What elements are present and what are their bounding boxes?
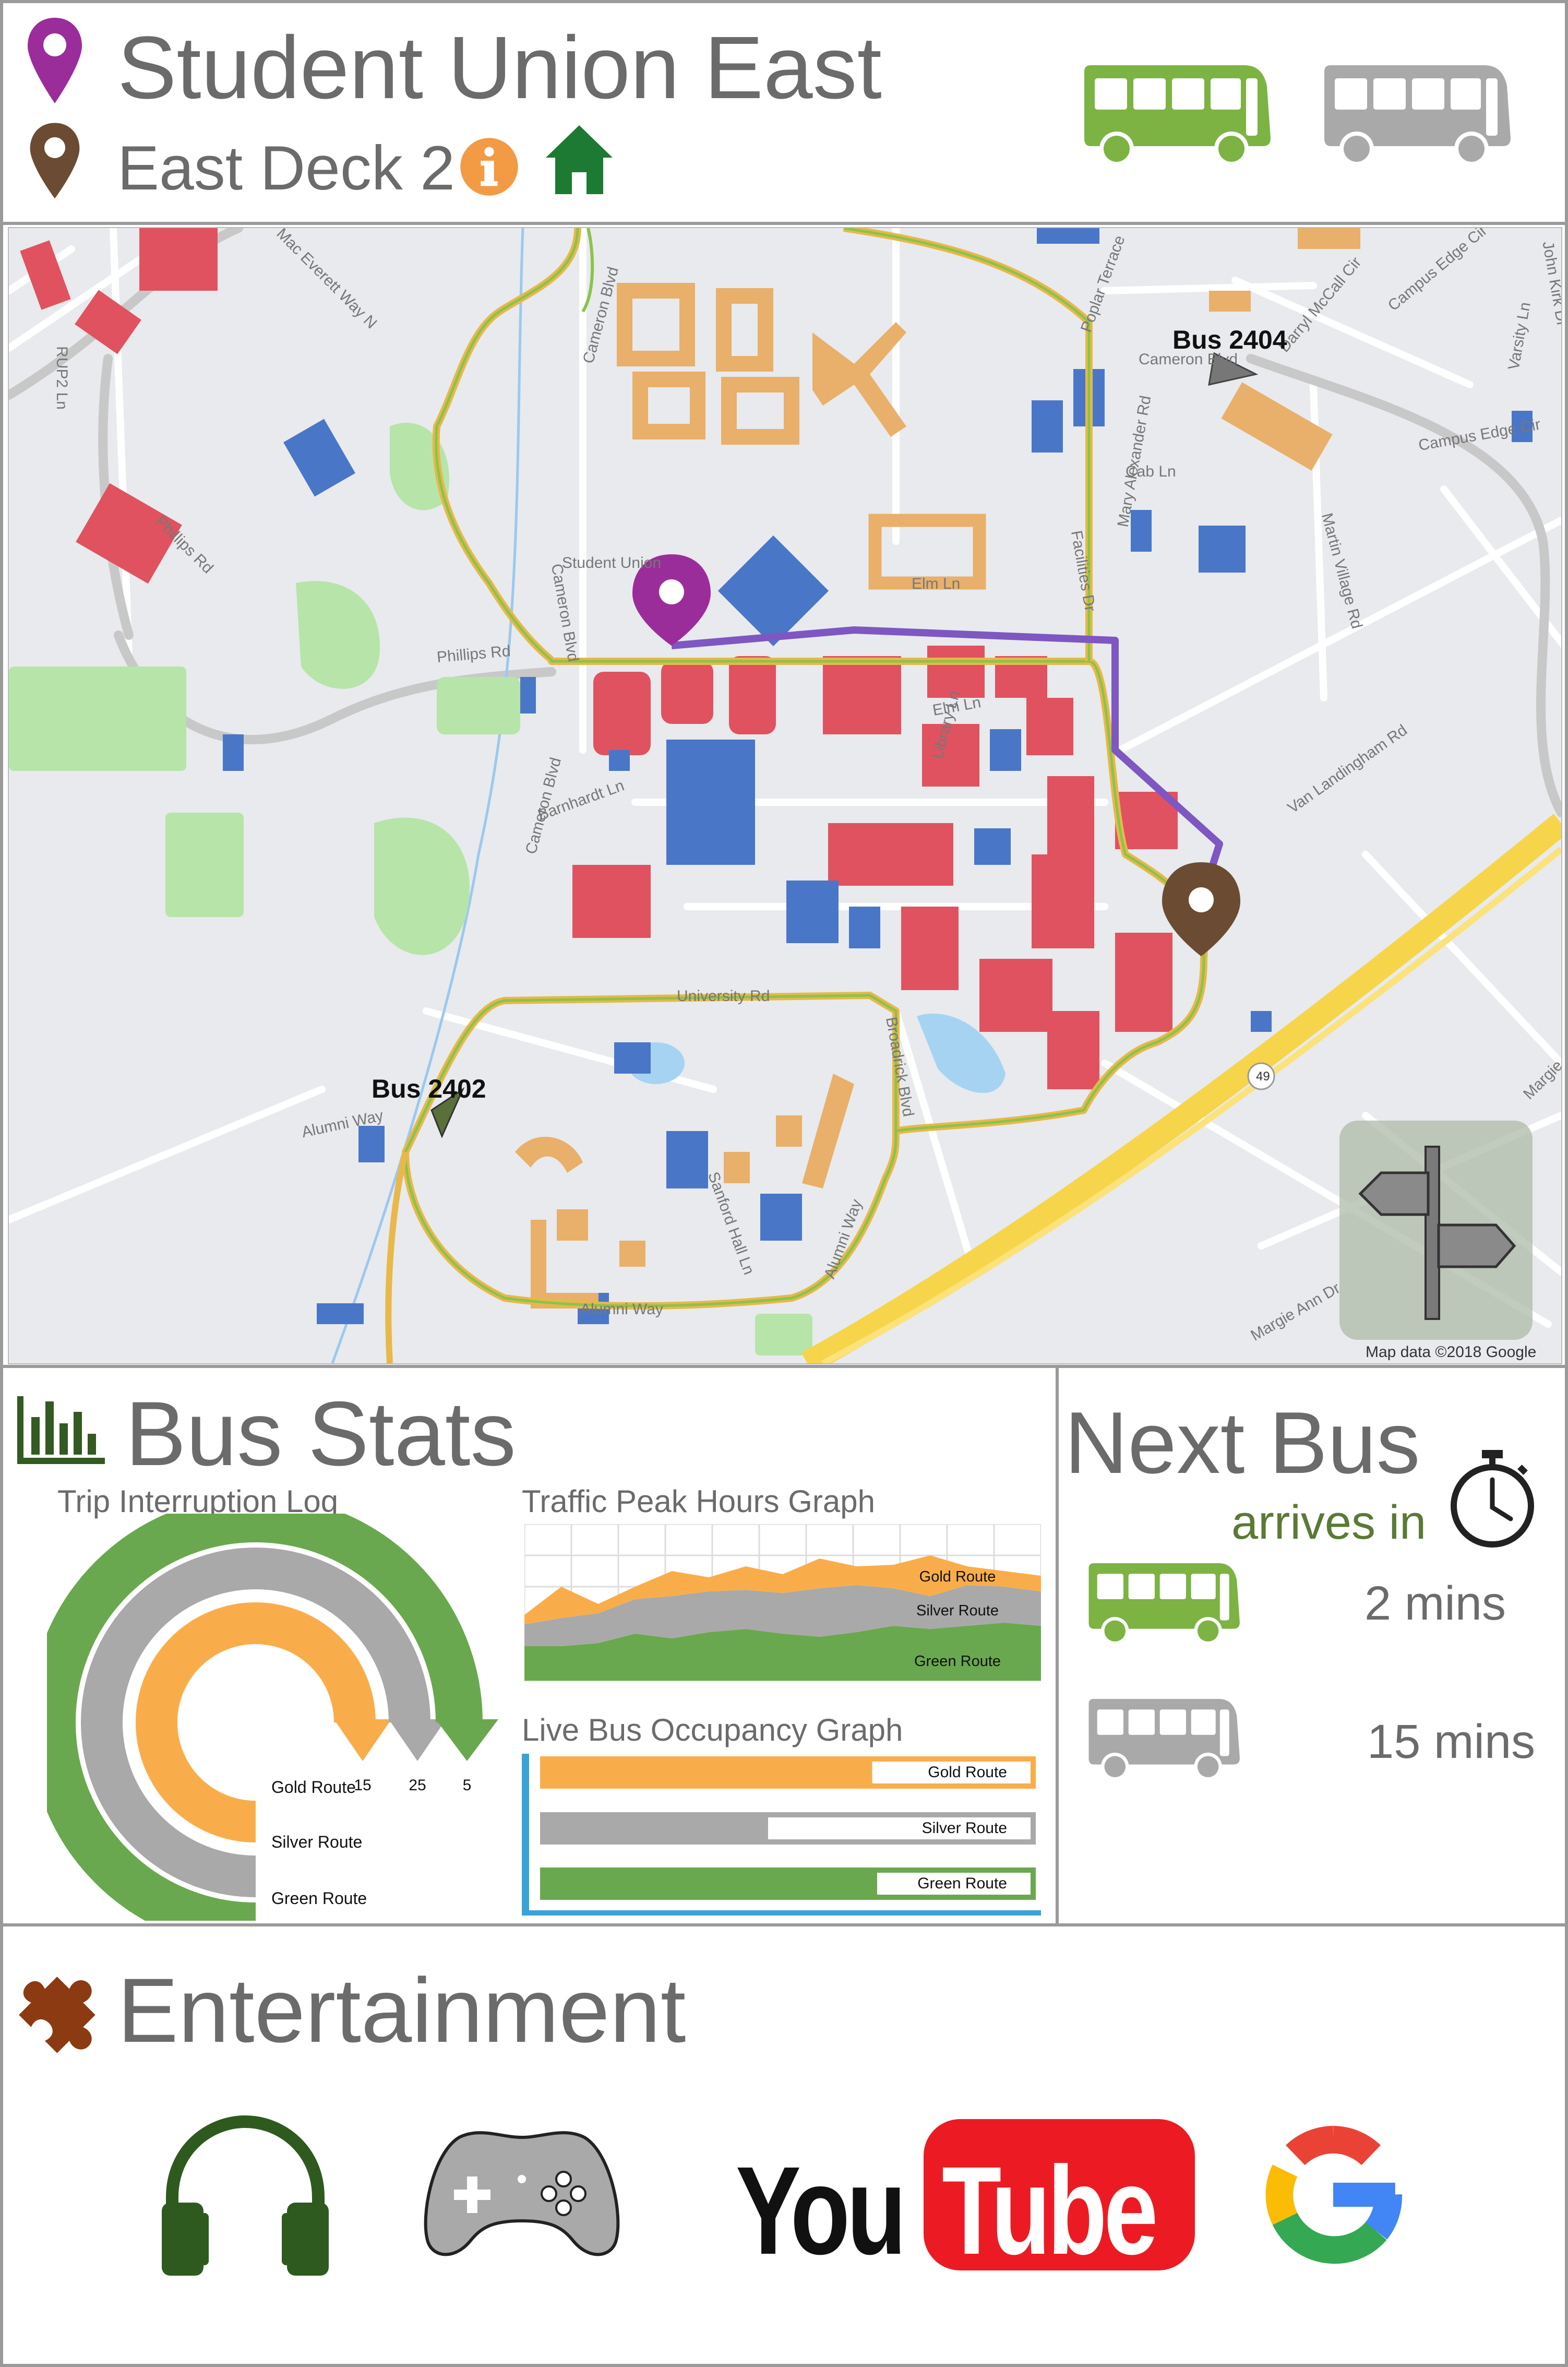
next-bus-subtitle: arrives in — [1231, 1496, 1427, 1549]
youtube-logo[interactable]: You Tube — [736, 2119, 1195, 2280]
stats-divider — [1056, 1365, 1059, 1926]
next-bus-title: Next Bus — [1064, 1394, 1420, 1492]
occupancy-bar-remaining — [877, 1873, 1031, 1895]
road-label: Elm Ln — [912, 575, 961, 592]
traffic-peak-chart: Green Route Silver Route Gold Route — [524, 1524, 1041, 1682]
next-silver-bus-icon — [1088, 1699, 1240, 1781]
stats-bottom-divider — [3, 1923, 1565, 1926]
occupancy-bar-label: Green Route — [917, 1875, 1007, 1892]
radial-bar-value: 5 — [463, 1777, 472, 1794]
youtube-you-text: You — [736, 2140, 906, 2280]
bus-2402-marker[interactable] — [430, 1087, 465, 1138]
occupancy-axis — [522, 1910, 1041, 1916]
bus-stats-title: Bus Stats — [125, 1383, 516, 1485]
radial-bar-value: 25 — [409, 1777, 426, 1794]
occupancy-bar-label: Silver Route — [922, 1819, 1007, 1837]
traffic-peak-title: Traffic Peak Hours Graph — [522, 1484, 875, 1519]
directions-button[interactable] — [1339, 1121, 1533, 1340]
radial-bar-value: 15 — [354, 1777, 371, 1794]
destination-name: Student Union East — [117, 18, 882, 117]
occupancy-title: Live Bus Occupancy Graph — [522, 1712, 903, 1747]
headphones-icon[interactable] — [151, 2109, 339, 2281]
origin-name: East Deck 2 — [117, 133, 455, 203]
radial-bar — [47, 1514, 483, 1921]
bus-2402-label[interactable]: Bus 2402 — [372, 1074, 486, 1103]
road-label: RUP2 Ln — [53, 346, 70, 410]
radial-bar-arrow — [389, 1719, 446, 1761]
info-icon[interactable] — [459, 137, 519, 197]
radial-bar-label: Green Route — [271, 1889, 367, 1908]
destination-pin-icon — [28, 18, 82, 103]
map-origin-pin-icon — [1162, 862, 1240, 956]
road-label: Cameron Blvd — [1139, 351, 1238, 368]
map-divider — [3, 1365, 1565, 1368]
occupancy-bar-remaining — [872, 1762, 1031, 1783]
radial-bar-arrow — [334, 1719, 391, 1761]
entertainment-title: Entertainment — [117, 1960, 686, 2062]
trip-interruption-title: Trip Interruption Log — [57, 1484, 339, 1519]
road-label: Cab Ln — [1126, 463, 1176, 480]
header-divider — [3, 222, 1565, 225]
radial-bar — [136, 1602, 376, 1842]
map-canvas — [9, 228, 1561, 1363]
area-series-label: Gold Route — [919, 1568, 996, 1585]
occupancy-axis — [522, 1754, 529, 1916]
green-bus-eta: 2 mins — [1364, 1577, 1506, 1630]
area-series — [524, 1623, 1041, 1681]
puzzle-piece-icon — [19, 1977, 95, 2053]
area-series-label: Green Route — [914, 1653, 1001, 1670]
map-attribution: Map data ©2018 Google — [1366, 1343, 1537, 1361]
area-series — [524, 1555, 1041, 1624]
next-green-bus-icon — [1088, 1563, 1240, 1645]
youtube-red-badge — [924, 2119, 1195, 2270]
bar-chart-icon — [17, 1396, 105, 1464]
google-logo[interactable] — [1247, 2109, 1419, 2281]
radial-bar-arrow — [436, 1719, 498, 1761]
occupancy-chart: Gold Route Silver Route Green Route — [522, 1754, 1041, 1916]
occupancy-bar-label: Gold Route — [928, 1764, 1007, 1781]
campus-map[interactable]: Mac Everett Way N RUP2 Ln Phillips Rd Ph… — [8, 227, 1562, 1364]
stopwatch-icon — [1451, 1450, 1534, 1548]
area-series-label: Silver Route — [916, 1602, 999, 1619]
radial-bar — [81, 1548, 430, 1897]
home-icon[interactable] — [543, 121, 616, 199]
road-label: Student Union — [562, 554, 662, 572]
occupancy-bar-remaining — [768, 1817, 1031, 1839]
area-series — [524, 1585, 1041, 1646]
bus-2404-label[interactable]: Bus 2404 — [1172, 325, 1287, 354]
road-label: University Rd — [677, 988, 770, 1005]
radial-bar-label: Gold Route — [271, 1778, 356, 1797]
map-destination-pin-icon — [632, 554, 711, 646]
bus-2404-marker[interactable] — [1208, 352, 1259, 386]
silver-bus-eta: 15 mins — [1367, 1715, 1536, 1768]
highway-shield-label: 49 — [1256, 1069, 1270, 1084]
radial-bar-label: Silver Route — [271, 1833, 362, 1851]
green-route-bus-button[interactable] — [1080, 60, 1273, 167]
road-label: Alumni Way — [580, 1301, 663, 1318]
youtube-tube-text: Tube — [942, 2140, 1158, 2280]
trip-interruption-chart: 15 25 5 Gold Route Silver Route Green Route — [47, 1514, 498, 1921]
silver-route-bus-button[interactable] — [1320, 60, 1513, 167]
origin-pin-icon — [30, 123, 80, 199]
gamepad-icon[interactable] — [417, 2122, 626, 2263]
signpost-icon — [1358, 1146, 1516, 1320]
